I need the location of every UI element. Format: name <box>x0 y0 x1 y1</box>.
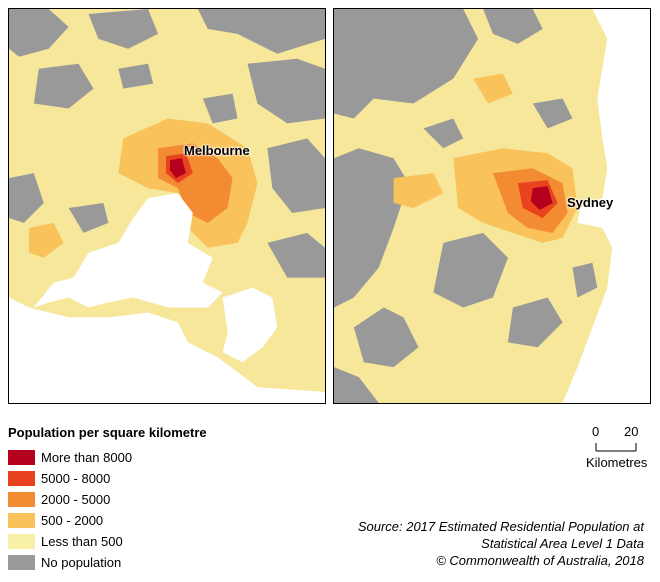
source-line-1: Source: 2017 Estimated Residential Popul… <box>357 519 644 534</box>
legend-label: More than 8000 <box>41 450 133 465</box>
legend-item: Less than 500 <box>8 531 207 552</box>
legend-item: More than 8000 <box>8 447 207 468</box>
city-label-melbourne: Melbourne <box>184 143 250 158</box>
scale-unit: Kilometres <box>586 455 648 470</box>
scale-bar: 0 20 Kilometres <box>586 424 648 472</box>
legend-label: Less than 500 <box>41 534 123 549</box>
legend-swatch <box>8 492 35 507</box>
legend-swatch <box>8 555 35 570</box>
legend-swatch <box>8 513 35 528</box>
scale-end-label: 20 <box>624 424 639 439</box>
map-melbourne <box>8 8 326 404</box>
legend-item: 500 - 2000 <box>8 510 207 531</box>
legend-label: 5000 - 8000 <box>41 471 111 486</box>
legend-label: 500 - 2000 <box>41 513 104 528</box>
source-line-3: © Commonwealth of Australia, 2018 <box>436 553 644 568</box>
legend-swatch <box>8 471 35 486</box>
scale-start-label: 0 <box>592 424 600 439</box>
map-legend: Population per square kilometre More tha… <box>8 425 207 573</box>
map-sydney <box>333 8 651 404</box>
legend-swatch <box>8 534 35 549</box>
legend-label: 2000 - 5000 <box>41 492 111 507</box>
legend-label: No population <box>41 555 122 570</box>
source-line-2: Statistical Area Level 1 Data <box>481 536 644 551</box>
legend-title: Population per square kilometre <box>8 425 207 440</box>
legend-item: 2000 - 5000 <box>8 489 207 510</box>
source-note: Source: 2017 Estimated Residential Popul… <box>358 518 644 569</box>
legend-item: 5000 - 8000 <box>8 468 207 489</box>
scale-line <box>595 443 637 452</box>
city-label-sydney: Sydney <box>567 195 614 210</box>
sydney-map-graphic <box>334 9 650 403</box>
melbourne-map-graphic <box>9 9 325 403</box>
legend-swatch <box>8 450 35 465</box>
legend-item: No population <box>8 552 207 573</box>
